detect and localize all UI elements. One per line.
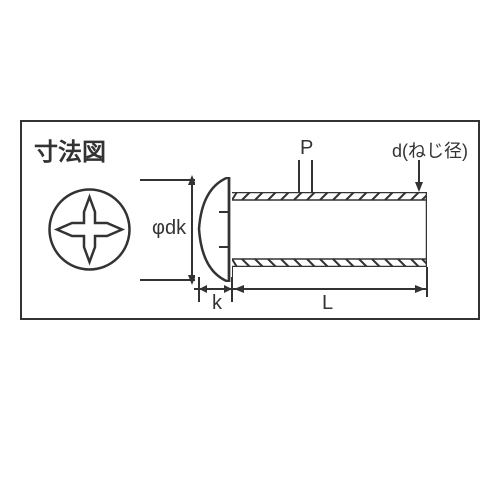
label-L: L xyxy=(322,292,333,315)
diagram-title: 寸法図 xyxy=(34,132,106,167)
label-phidk: φdk xyxy=(152,217,186,240)
label-P: P xyxy=(300,137,313,160)
label-k: k xyxy=(212,292,222,315)
label-d: d(ねじ径) xyxy=(392,137,468,163)
dim-d xyxy=(407,160,437,200)
screw-thread-icon xyxy=(232,192,427,267)
diagram-frame: 寸法図 xyxy=(20,120,480,320)
screw-head-side-icon xyxy=(197,177,232,282)
screw-head-front-icon xyxy=(47,187,132,272)
dim-P xyxy=(292,160,322,195)
